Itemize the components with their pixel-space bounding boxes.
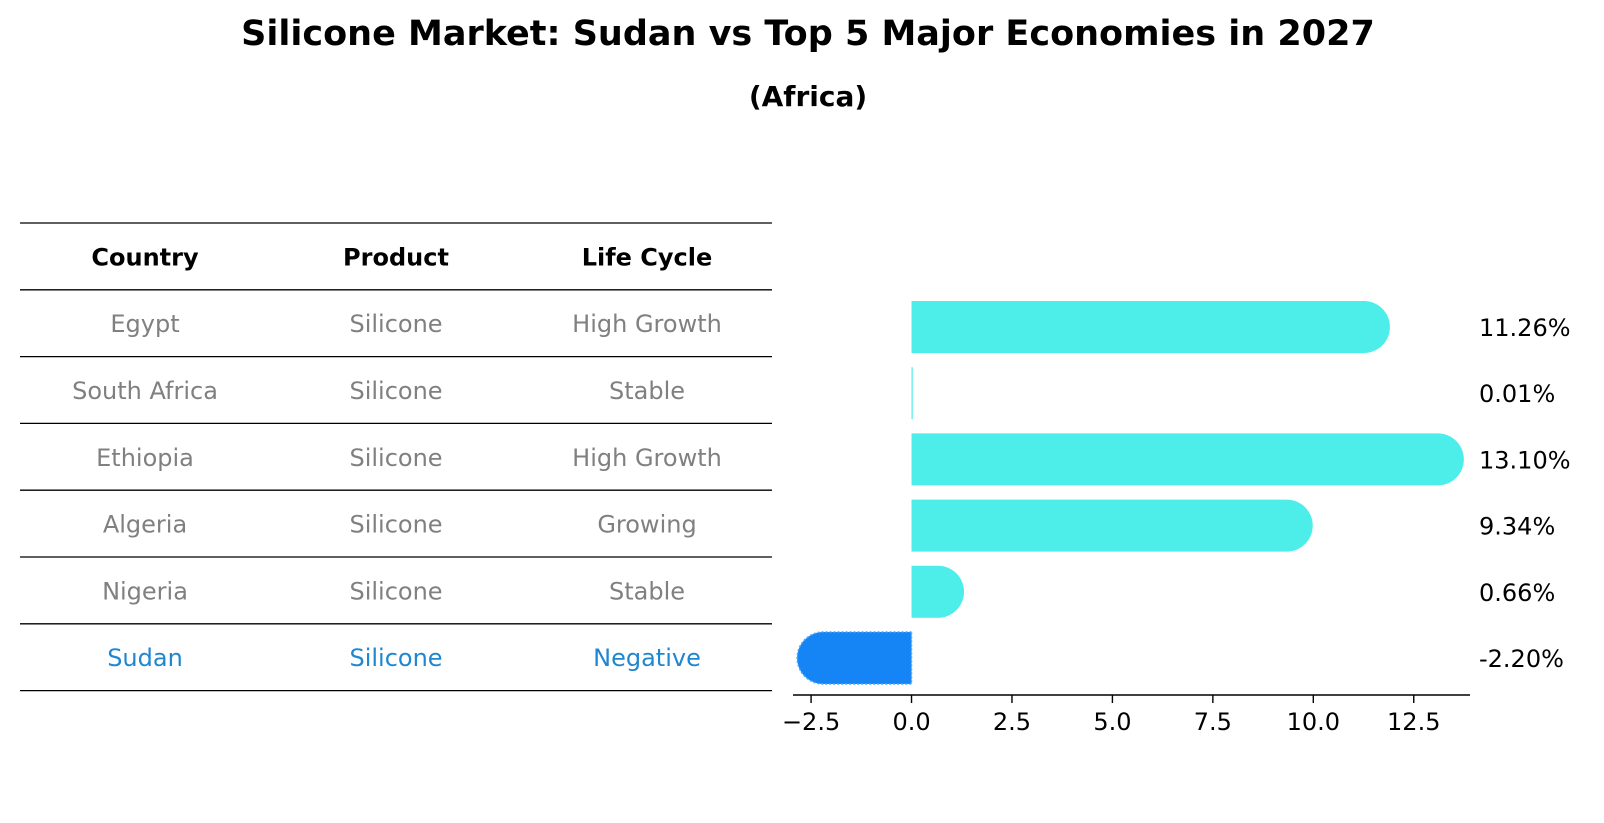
cell-country: South Africa: [72, 377, 218, 405]
value-label: 13.10%: [1479, 446, 1571, 474]
cell-country: Nigeria: [102, 577, 188, 605]
cell-product: Silicone: [349, 377, 442, 405]
bar-algeria: [911, 499, 1313, 552]
value-label: -2.20%: [1479, 645, 1564, 673]
table-row: Egypt Silicone High Growth: [110, 310, 721, 338]
cell-life-cycle: Negative: [593, 644, 701, 672]
product-header: Product: [343, 243, 449, 271]
cell-country: Algeria: [103, 511, 187, 539]
x-tick-label: 5.0: [1093, 708, 1131, 736]
life-cycle-header: Life Cycle: [582, 243, 713, 271]
cell-product: Silicone: [349, 577, 442, 605]
cell-product: Silicone: [349, 511, 442, 539]
chart-title: Silicone Market: Sudan vs Top 5 Major Ec…: [241, 14, 1375, 54]
table-row: Algeria Silicone Growing: [103, 511, 697, 539]
bar-ethiopia: [911, 433, 1464, 486]
bar-south-africa: [911, 367, 913, 420]
table-row: South Africa Silicone Stable: [72, 377, 685, 405]
table-row: Sudan Silicone Negative: [107, 644, 701, 672]
country-header: Country: [91, 243, 199, 271]
chart-subtitle: (Africa): [748, 80, 868, 113]
cell-country: Ethiopia: [96, 444, 194, 472]
value-label: 11.26%: [1479, 314, 1571, 342]
cell-life-cycle: High Growth: [572, 310, 722, 338]
x-tick-label: 12.5: [1387, 708, 1440, 736]
x-tick-label: 10.0: [1287, 708, 1340, 736]
table-row: Nigeria Silicone Stable: [102, 577, 685, 605]
x-tick-label: −2.5: [782, 708, 840, 736]
cell-product: Silicone: [349, 310, 442, 338]
cell-product: Silicone: [349, 644, 442, 672]
table-row: Ethiopia Silicone High Growth: [96, 444, 722, 472]
value-label: 0.66%: [1479, 579, 1555, 607]
cell-country: Sudan: [107, 644, 183, 672]
bar-egypt: [911, 301, 1390, 353]
cell-product: Silicone: [349, 444, 442, 472]
cell-life-cycle: Stable: [609, 577, 685, 605]
value-label: 9.34%: [1479, 513, 1555, 541]
bar-nigeria: [911, 565, 965, 618]
bar-sudan: [796, 631, 913, 685]
cell-life-cycle: Growing: [597, 511, 696, 539]
x-tick-label: 0.0: [892, 708, 930, 736]
x-tick-label: 7.5: [1194, 708, 1232, 736]
cell-life-cycle: High Growth: [572, 444, 722, 472]
cell-country: Egypt: [110, 310, 179, 338]
x-tick-label: 2.5: [993, 708, 1031, 736]
cell-life-cycle: Stable: [609, 377, 685, 405]
value-label: 0.01%: [1479, 380, 1555, 408]
